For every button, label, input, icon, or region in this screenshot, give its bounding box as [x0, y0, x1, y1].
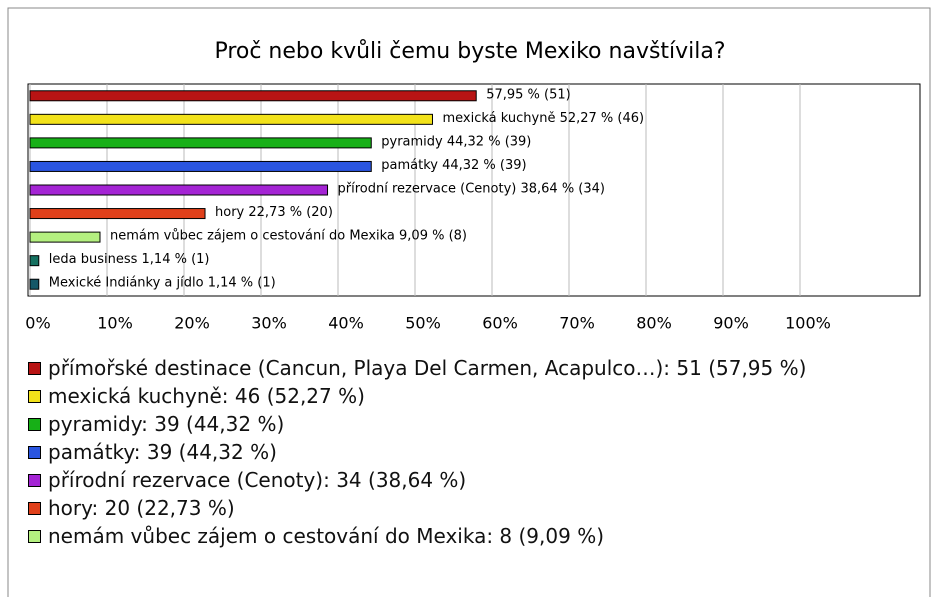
legend-text: přímořské destinace (Cancun, Playa Del C… — [48, 356, 807, 380]
legend-item: přímořské destinace (Cancun, Playa Del C… — [28, 354, 928, 382]
legend-swatch — [28, 502, 41, 515]
bar — [29, 208, 206, 220]
x-tick-label: 50% — [405, 314, 441, 333]
data-label: Mexické Indiánky a jídlo 1,14 % (1) — [49, 276, 276, 291]
bar — [29, 137, 372, 149]
x-tick-label: 0% — [25, 314, 50, 333]
data-label: 57,95 % (51) — [486, 87, 571, 102]
legend-item: pyramidy: 39 (44,32 %) — [28, 410, 928, 438]
chart-title: Proč nebo kvůli čemu byste Mexiko navští… — [214, 39, 725, 64]
data-label: hory 22,73 % (20) — [215, 205, 333, 220]
legend-text: pyramidy: 39 (44,32 %) — [48, 412, 285, 436]
legend-swatch — [28, 362, 41, 375]
data-label: nemám vůbec zájem o cestování do Mexika … — [110, 229, 467, 244]
bar — [29, 184, 329, 196]
legend-text: mexická kuchyně: 46 (52,27 %) — [48, 384, 365, 408]
data-label: přírodní rezervace (Cenoty) 38,64 % (34) — [338, 182, 605, 197]
legend-item: nemám vůbec zájem o cestování do Mexika:… — [28, 522, 928, 550]
x-tick-label: 80% — [636, 314, 672, 333]
x-tick-label: 30% — [251, 314, 287, 333]
legend-text: hory: 20 (22,73 %) — [48, 496, 235, 520]
legend-swatch — [28, 446, 41, 459]
legend-swatch — [28, 474, 41, 487]
x-tick-label: 90% — [713, 314, 749, 333]
bar — [29, 90, 477, 102]
x-tick-label: 10% — [97, 314, 133, 333]
x-tick-label: 20% — [174, 314, 210, 333]
legend-swatch — [28, 390, 41, 403]
legend-item: hory: 20 (22,73 %) — [28, 494, 928, 522]
x-tick-label: 60% — [482, 314, 518, 333]
legend: přímořské destinace (Cancun, Playa Del C… — [28, 354, 928, 550]
bar — [29, 113, 433, 125]
legend-text: památky: 39 (44,32 %) — [48, 440, 277, 464]
legend-item: přírodní rezervace (Cenoty): 34 (38,64 %… — [28, 466, 928, 494]
x-tick-label: 70% — [559, 314, 595, 333]
legend-item: mexická kuchyně: 46 (52,27 %) — [28, 382, 928, 410]
legend-swatch — [28, 418, 41, 431]
legend-text: přírodní rezervace (Cenoty): 34 (38,64 %… — [48, 468, 467, 492]
legend-item: památky: 39 (44,32 %) — [28, 438, 928, 466]
x-tick-label: 100% — [785, 314, 831, 333]
data-label: mexická kuchyně 52,27 % (46) — [442, 111, 644, 126]
legend-text: nemám vůbec zájem o cestování do Mexika:… — [48, 524, 605, 548]
x-tick-label: 40% — [328, 314, 364, 333]
data-label: pyramidy 44,32 % (39) — [381, 134, 531, 149]
bar — [29, 160, 372, 172]
legend-swatch — [28, 530, 41, 543]
bar — [29, 255, 40, 267]
bar — [29, 278, 40, 290]
bar — [29, 231, 101, 243]
data-label: leda business 1,14 % (1) — [49, 252, 210, 267]
data-label: památky 44,32 % (39) — [381, 158, 526, 173]
